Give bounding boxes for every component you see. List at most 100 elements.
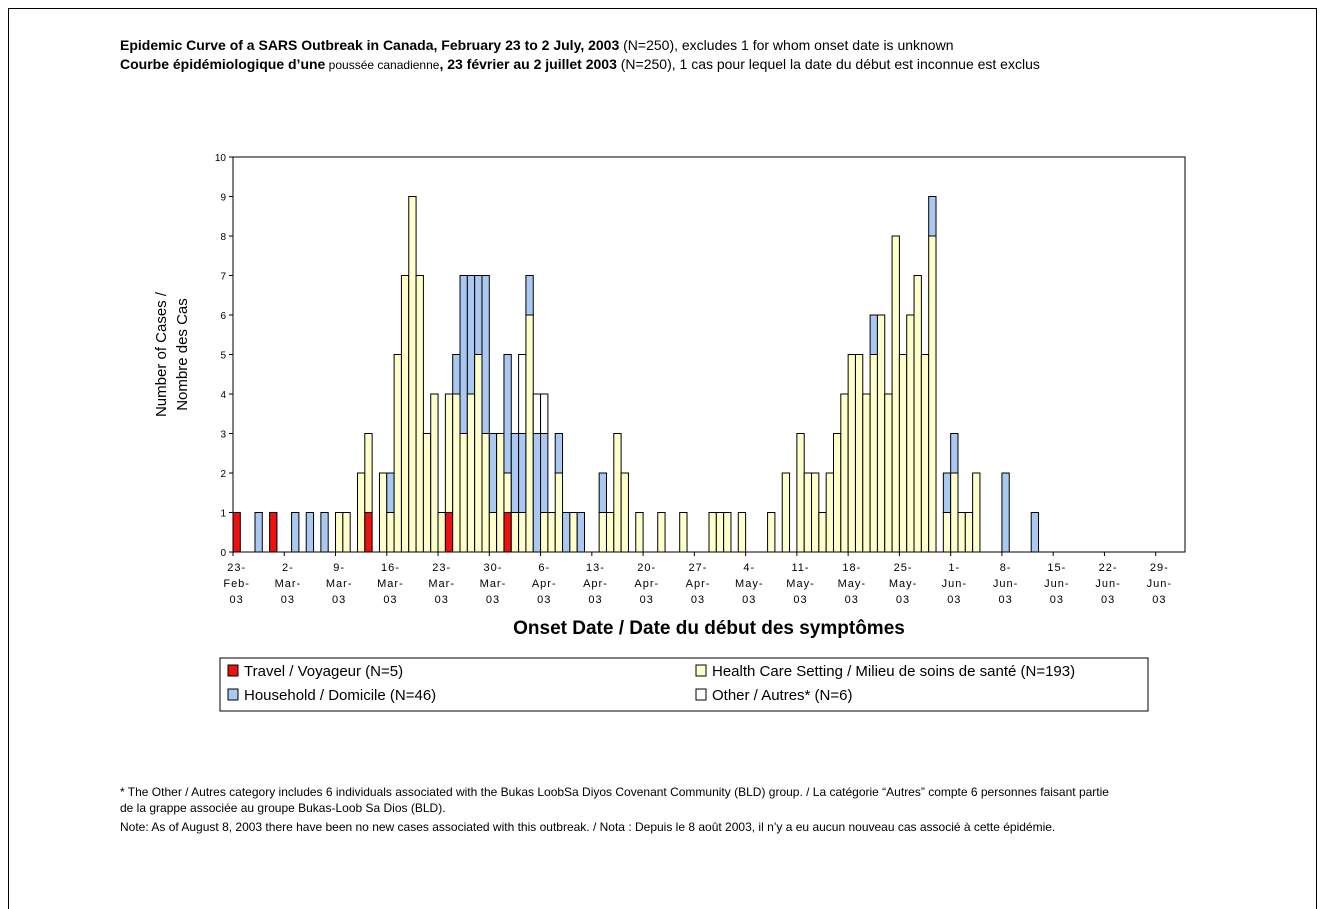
x-tick-label: 23-Feb-03 [223,562,250,606]
bar-segment [803,472,813,553]
x-tick-label: 27-Apr-03 [686,562,711,606]
legend-label: Other / Autres* (N=6) [712,687,852,704]
bar-segment [474,275,483,355]
x-tick-label: 2-Mar-03 [275,562,302,606]
bar-segment [942,512,952,553]
y-tick-label: 10 [215,153,227,164]
bar-segment [422,433,432,553]
title-segment: Epidemic Curve of a SARS Outbreak in Can… [120,37,620,53]
plot-area [232,156,1186,553]
bar-segment [928,196,937,237]
y-tick-label: 2 [220,469,226,480]
x-tick-label: 18-May-03 [838,562,866,606]
legend-swatch [227,688,239,701]
bar-segment [518,354,527,434]
bar-segment [708,512,717,553]
legend-label: Household / Domicile (N=46) [244,687,436,704]
note: Note: As of August 8, 2003 there have be… [120,820,1056,834]
x-tick-label: 4-May-03 [735,562,763,606]
bar-segment [335,512,344,553]
bar-segment [452,393,461,553]
bar-segment [964,512,974,553]
title-line: Courbe épidémiologique d’une poussée can… [120,55,1120,75]
bar-segment [510,433,520,513]
bar-segment [898,354,908,553]
bar-segment [540,512,549,553]
x-tick-label: 30-Mar-03 [480,562,507,606]
bar-segment [305,512,315,553]
x-tick-label: 9-Mar-03 [326,562,353,606]
bar-segment [906,314,915,553]
title-segment: (N=250), 1 cas pour lequel la date du dé… [616,56,1040,72]
bar-segment [547,512,556,553]
bar-segment [1001,472,1010,553]
bar-segment [635,512,644,553]
title-segment: poussée canadienne [325,58,440,72]
bar-segment [832,433,842,553]
notes: * The Other / Autres category includes 6… [120,784,1110,838]
bar-segment [540,433,549,513]
bar-segment [950,472,959,553]
y-tick-label: 0 [220,548,226,559]
bar-segment [364,433,373,513]
x-tick-label: 22-Jun-03 [1095,562,1120,606]
bar-segment [679,512,688,553]
bar-segment [466,275,476,395]
note: * The Other / Autres category includes 6… [120,785,1109,815]
x-tick-label: 16-Mar-03 [377,562,404,606]
bar-segment [598,472,607,513]
bar-segment [972,472,981,553]
bar-segment [605,512,615,553]
bar-segment [913,275,922,553]
bar-segment [466,393,476,553]
bar-segment [562,512,571,553]
y-tick-label: 1 [220,509,226,520]
bar-segment [488,512,498,553]
bar-segment [928,235,937,553]
bar-segment [554,433,564,474]
bar-segment [503,512,512,553]
bar-segment [437,512,446,553]
bar-segment [400,275,410,553]
bar-segment [554,472,564,553]
bar-segment [540,393,549,434]
y-axis-title: Number of Cases / [153,291,170,417]
bar-segment [876,314,886,553]
legend-label: Health Care Setting / Milieu de soins de… [712,663,1075,680]
bar-segment [796,433,805,553]
bar-segment [950,433,959,474]
x-tick-label: 6-Apr-03 [532,562,557,606]
bar-segment [811,472,820,553]
y-tick-label: 6 [220,311,226,322]
x-tick-label: 29-Jun-03 [1147,562,1172,606]
bar-segment [869,314,878,355]
bar-segment [620,472,629,553]
bar-segment [862,393,871,553]
bar-segment [525,314,534,553]
bar-segment [408,196,417,553]
bar-segment [510,512,520,553]
bar-segment [854,354,864,553]
y-tick-label: 4 [220,390,226,401]
legend-swatch [695,664,707,677]
x-axis-title: Onset Date / Date du début des symptômes [513,618,905,639]
bar-segment [474,354,483,553]
bar-segment [518,512,527,553]
bar-segment [291,512,300,553]
bar-segment [942,472,952,513]
bar-segment [386,472,395,513]
x-tick-label: 13-Apr-03 [583,562,608,606]
bar-segment [532,433,542,553]
title-segment: Courbe épidémiologique d’une [120,56,326,72]
bar-segment [481,433,490,553]
bar-segment [715,512,725,553]
bar-segment [496,433,505,553]
bar-segment [444,393,454,513]
bar-segment [847,354,856,553]
bar-segment [723,512,732,553]
legend-swatch [227,664,239,677]
bar-segment [430,393,439,553]
y-tick-label: 9 [220,193,226,204]
y-tick-label: 7 [220,272,226,283]
bar-segment [532,393,542,434]
